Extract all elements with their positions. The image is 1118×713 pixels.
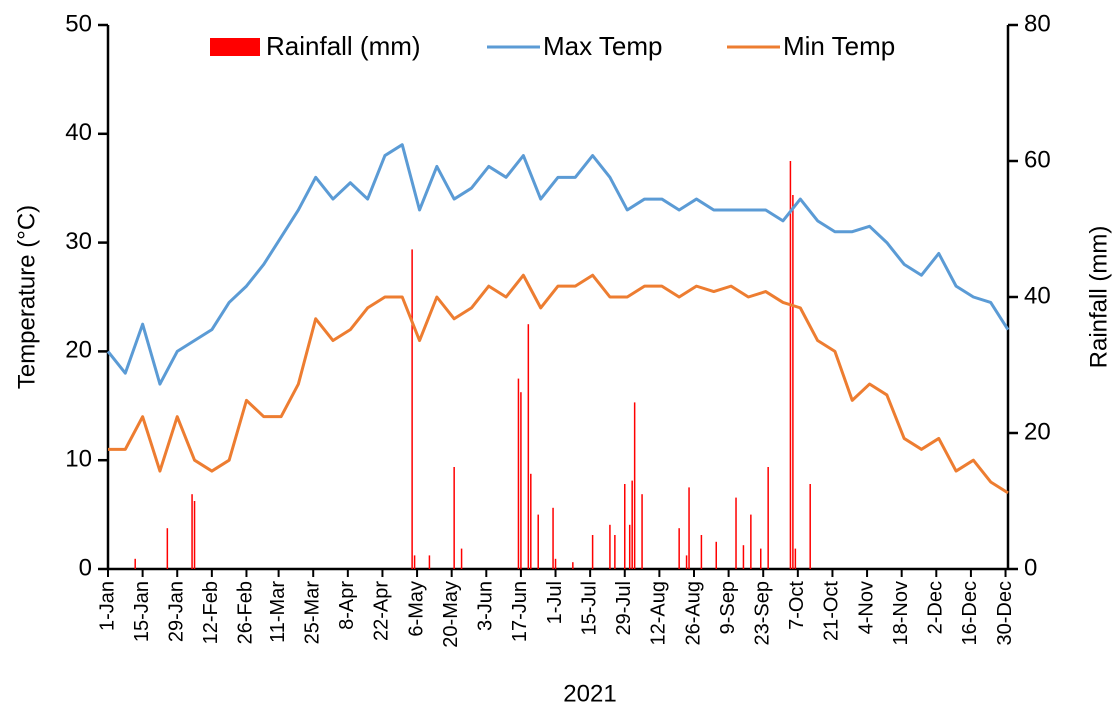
rain-bar: [624, 484, 626, 569]
rain-bar: [614, 535, 616, 569]
x-tick-label: 12-Feb: [200, 581, 222, 644]
y2-tick-label: 0: [1024, 554, 1037, 581]
rain-bar: [191, 494, 193, 569]
rain-bar: [411, 249, 413, 569]
x-tick-label: 1-Jan: [96, 581, 118, 631]
x-tick-label: 30-Dec: [994, 581, 1016, 645]
rain-bar: [193, 501, 196, 569]
x-tick-label: 16-Dec: [959, 581, 981, 645]
x-tick-label: 6-May: [405, 581, 427, 637]
x-tick-label: 23-Sep: [752, 581, 774, 646]
temp-line: [106, 143, 1010, 386]
y-tick-label: 20: [65, 337, 92, 364]
rain-bar: [735, 497, 737, 569]
rain-bar: [530, 473, 532, 569]
x-tick-label: 22-Apr: [371, 581, 393, 641]
rain-bar: [759, 548, 762, 569]
y2-tick-label: 80: [1024, 10, 1051, 37]
x-tick-label: 4-Nov: [855, 581, 877, 634]
rain-bar: [641, 494, 643, 569]
y-tick-label: 0: [79, 554, 92, 581]
legend-label: Max Temp: [543, 31, 662, 61]
x-tick-label: 1-Jul: [544, 581, 566, 624]
rain-bar: [537, 514, 539, 569]
rain-bar: [460, 548, 463, 569]
x-tick-label: 7-Oct: [786, 581, 808, 630]
rain-bar: [609, 524, 611, 569]
x-tick-label: 25-Mar: [302, 581, 324, 645]
rain-bar: [134, 558, 136, 569]
rain-bar: [767, 467, 769, 569]
x-tick-label: 17-Jun: [509, 581, 531, 642]
legend-label: Min Temp: [783, 31, 895, 61]
rain-bar: [520, 392, 522, 569]
rain-bar: [794, 548, 797, 569]
rain-bar: [742, 545, 745, 569]
y2-tick-label: 40: [1024, 282, 1051, 309]
legend-swatch: [210, 38, 260, 56]
x-tick-label: 8-Apr: [336, 581, 358, 630]
x-axis-label: 2021: [563, 680, 616, 707]
y2-tick-label: 60: [1024, 146, 1051, 173]
temp-line: [108, 273, 1009, 495]
x-tick-label: 29-Jan: [166, 581, 188, 642]
x-tick-label: 3-Jun: [475, 581, 497, 631]
rain-bar: [552, 507, 554, 569]
rain-bar: [700, 535, 703, 569]
x-tick-label: 15-Jan: [131, 581, 153, 642]
x-tick-label: 21-Oct: [821, 581, 843, 641]
x-tick-label: 15-Jul: [578, 581, 600, 635]
y-tick-label: 40: [65, 119, 92, 146]
rain-bar: [792, 195, 794, 569]
rain-bar: [750, 514, 752, 569]
rain-bar: [688, 487, 690, 569]
rain-bar: [428, 555, 431, 569]
x-tick-label: 18-Nov: [890, 581, 912, 645]
rain-bar: [572, 562, 574, 569]
rain-bar: [554, 558, 557, 569]
rain-bar: [453, 467, 455, 569]
y-tick-label: 10: [65, 446, 92, 473]
rain-bar: [517, 378, 520, 569]
rain-bar: [628, 524, 631, 569]
x-tick-label: 9-Sep: [717, 581, 739, 634]
rain-bar: [789, 161, 792, 569]
rain-bar: [631, 480, 633, 569]
y-tick-label: 50: [65, 10, 92, 37]
rain-bar: [633, 402, 636, 569]
rain-bar: [685, 555, 688, 569]
rain-bar: [678, 528, 680, 569]
y-tick-label: 30: [65, 228, 92, 255]
legend-label: Rainfall (mm): [266, 31, 421, 61]
y2-axis-label: Rainfall (mm): [1085, 226, 1112, 369]
x-tick-label: 20-May: [440, 581, 462, 648]
x-tick-label: 29-Jul: [613, 581, 635, 635]
x-tick-label: 12-Aug: [648, 581, 670, 646]
x-tick-label: 26-Aug: [682, 581, 704, 646]
x-tick-label: 2-Dec: [925, 581, 947, 634]
rain-bar: [715, 541, 717, 569]
rain-bar: [413, 555, 416, 569]
rain-bar: [591, 535, 594, 569]
rain-bar: [527, 324, 530, 569]
x-tick-label: 11-Mar: [267, 581, 289, 643]
rain-bar: [809, 484, 811, 569]
y-axis-label: Temperature (°C): [13, 205, 40, 389]
y2-tick-label: 20: [1024, 418, 1051, 445]
x-tick-label: 26-Feb: [235, 581, 257, 644]
rain-bar: [166, 528, 169, 569]
